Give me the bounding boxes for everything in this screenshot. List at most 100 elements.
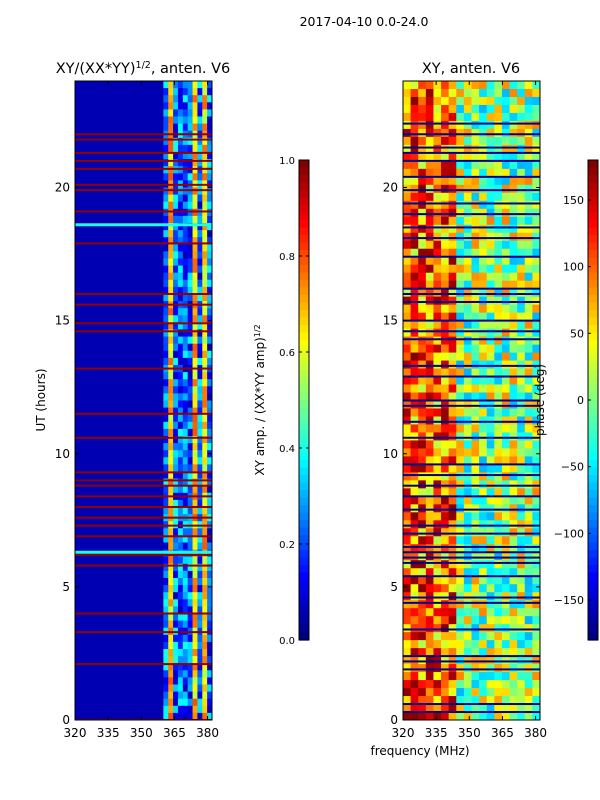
left-band-cell <box>202 95 208 103</box>
right-phase-cell <box>418 400 427 409</box>
left-band-cell <box>207 166 212 174</box>
right-phase-cell <box>463 104 472 114</box>
right-phase-cell <box>494 96 503 106</box>
right-phase-cell <box>479 120 488 130</box>
right-phase-cell <box>403 136 412 146</box>
left-band-cell <box>197 670 203 678</box>
right-phase-cell <box>524 632 533 641</box>
right-phase-cell <box>456 472 465 481</box>
right-phase-cell <box>524 640 533 649</box>
left-band-cell <box>207 400 212 409</box>
right-phase-cell <box>494 216 503 226</box>
left-band-cell <box>187 478 194 487</box>
right-phase-cell <box>403 360 412 370</box>
left-band-cell <box>163 663 169 671</box>
y-tick-label: 20 <box>383 181 398 195</box>
right-phase-cell <box>524 240 533 250</box>
left-band-cell <box>207 116 212 125</box>
left-band-cell <box>202 201 208 210</box>
right-phase-cell <box>433 448 442 457</box>
right-phase-cell <box>410 544 419 553</box>
right-phase-cell <box>471 576 480 585</box>
right-phase-cell <box>463 400 472 409</box>
right-colorbar-swatch <box>588 550 598 559</box>
left-band-cell <box>192 116 198 125</box>
right-phase-cell <box>448 392 457 401</box>
left-band-cell <box>173 329 179 338</box>
left-saturated-row <box>75 189 212 192</box>
right-phase-cell <box>456 664 465 673</box>
left-band-cell <box>163 684 169 693</box>
left-band-cell <box>168 592 174 600</box>
left-band-cell <box>207 599 212 607</box>
right-phase-cell <box>479 576 488 585</box>
left-band-cell <box>163 286 169 295</box>
right-phase-cell <box>517 664 526 673</box>
right-phase-cell <box>486 344 495 354</box>
right-phase-cell <box>494 640 503 649</box>
left-band-cell <box>197 634 203 643</box>
right-phase-cell <box>479 136 488 146</box>
right-phase-cell <box>463 712 472 720</box>
right-phase-cell <box>517 264 526 274</box>
left-band-cell <box>182 542 189 551</box>
left-band-cell <box>197 570 203 579</box>
right-phase-cell <box>517 256 526 266</box>
right-phase-cell <box>501 648 511 657</box>
right-phase-cell <box>524 656 533 665</box>
right-phase-cell <box>418 680 427 689</box>
left-colorbar-swatch <box>299 287 309 296</box>
left-band-cell <box>207 336 212 345</box>
right-phase-cell <box>471 256 480 266</box>
right-phase-cell <box>456 184 465 194</box>
right-phase-cell <box>494 656 503 665</box>
right-phase-cell <box>479 184 488 194</box>
right-phase-cell <box>494 536 503 545</box>
right-phase-cell <box>479 648 488 657</box>
right-gap-row <box>403 628 540 631</box>
right-colorbar-tick-label: 50 <box>570 327 584 340</box>
left-band-cell <box>197 649 203 657</box>
left-band-cell <box>173 663 179 671</box>
left-band-cell <box>163 443 169 451</box>
right-phase-cell <box>418 608 427 617</box>
right-phase-cell <box>524 576 533 585</box>
right-gap-row <box>403 436 540 439</box>
right-phase-cell <box>418 640 427 649</box>
left-band-cell <box>192 698 198 707</box>
right-phase-cell <box>403 272 412 282</box>
left-band-cell <box>168 428 174 437</box>
left-band-cell <box>202 499 208 508</box>
right-phase-cell <box>471 96 480 106</box>
left-band-cell <box>197 641 203 650</box>
right-phase-cell <box>532 560 540 569</box>
right-phase-cell <box>418 152 427 162</box>
right-colorbar-swatch <box>588 512 598 521</box>
right-phase-cell <box>410 312 419 322</box>
right-phase-cell <box>403 232 412 242</box>
right-phase-cell <box>418 464 427 473</box>
left-band-cell <box>177 265 184 274</box>
left-band-cell <box>192 450 198 458</box>
right-phase-cell <box>456 81 465 90</box>
left-band-cell <box>168 677 174 685</box>
right-phase-cell <box>456 576 465 585</box>
left-band-cell <box>202 400 208 409</box>
right-colorbar-swatch <box>588 392 598 401</box>
right-phase-cell <box>509 448 518 457</box>
right-phase-cell <box>456 608 465 617</box>
left-band-cell <box>177 649 184 657</box>
right-phase-cell <box>403 568 412 577</box>
left-band-cell <box>168 159 174 167</box>
right-phase-cell <box>403 600 412 609</box>
right-phase-cell <box>471 240 480 250</box>
left-band-cell <box>187 428 194 437</box>
right-phase-cell <box>463 568 472 577</box>
right-phase-cell <box>471 504 480 513</box>
right-phase-cell <box>479 192 488 202</box>
right-phase-cell <box>479 296 488 306</box>
left-band-cell <box>192 599 198 607</box>
right-phase-cell <box>494 672 503 681</box>
right-phase-cell <box>532 216 540 226</box>
left-band-cell <box>173 379 179 387</box>
